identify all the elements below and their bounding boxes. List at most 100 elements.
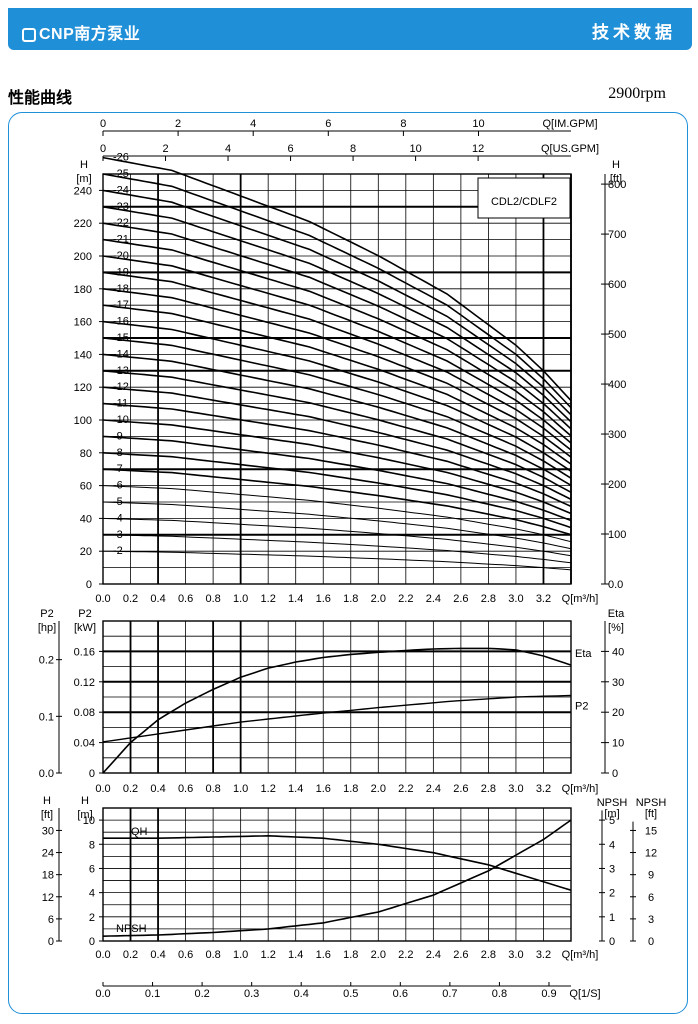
chart-frame [8,112,688,1014]
npsh-grid-border [102,807,572,942]
ls-tick-label: 0.5 [343,988,358,1000]
npsh-x-tick-label: 3.0 [508,949,523,961]
eta-tick-label: 30 [612,677,624,689]
series-p2-label: P2 [575,700,588,712]
h-ft-tick-label: 18 [42,870,54,882]
stage-label: -17 [113,299,129,311]
ls-tick-label: 0.6 [393,988,408,1000]
qh-curve-stage [102,337,572,479]
power-x-tick-label: 0.8 [205,783,220,795]
h-m-tick-label: 4 [89,888,95,900]
power-x-tick-label: 2.8 [481,783,496,795]
power-x-tick-label: 3.2 [536,783,551,795]
stage-label: -10 [113,414,129,426]
power-x-tick-label: 1.8 [343,783,358,795]
y-tick-label: 60 [80,481,92,493]
y-axis-unit-m: [m] [76,173,91,185]
qh-curve-stage [102,255,572,444]
y2-axis-label-h: H [612,159,620,171]
x-tick-label: 2.4 [426,593,441,605]
npsh-x-tick-label: 3.2 [536,949,551,961]
y-tick-label: 140 [74,349,92,361]
im-gpm-tick-label: 6 [325,118,331,130]
us-gpm-tick-label: 0 [100,143,106,155]
im-gpm-tick-label: 8 [400,118,406,130]
qh-curve-stage [102,452,572,529]
y-tick-label: 180 [74,284,92,296]
qh-curve-stage [102,386,572,501]
npsh-ft-tick-label: 3 [648,914,654,926]
qh-curve-stage [102,271,572,451]
npsh-x-tick-label: 0.8 [205,949,220,961]
power-x-tick-label: 2.4 [426,783,441,795]
stage-label: -16 [113,316,129,328]
p2-kw-label: P2 [78,608,91,620]
h-m-tick-label: 0 [89,936,95,948]
ls-tick-label: 0.4 [294,988,309,1000]
power-x-tick-label: 2.0 [371,783,386,795]
npsh-m-unit: [m] [604,808,619,820]
h-ft-tick-label: 6 [48,914,54,926]
chart-title-box [477,177,571,219]
qh-curve-stage [102,402,572,508]
header-banner [8,8,692,50]
y-tick-label: 20 [80,546,92,558]
npsh-x-tick-label: 0.4 [150,949,165,961]
npsh-m-tick-label: 1 [609,912,615,924]
h-m-tick-label: 2 [89,912,95,924]
im-gpm-tick-label: 0 [100,118,106,130]
npsh-m-tick-label: 2 [609,888,615,900]
npsh-ft-unit: [ft] [645,808,657,820]
stage-label: -12 [113,381,129,393]
npsh-x-tick-label: 0.2 [123,949,138,961]
npsh-ft-tick-label: 15 [645,825,657,837]
p2-hp-tick-label: 0.1 [39,711,54,723]
qh-curve-stage [102,320,572,472]
y2-tick-label: 700 [608,229,626,241]
power-x-tick-label: 2.2 [398,783,413,795]
eta-tick-label: 10 [612,738,624,750]
y2-tick-label: 0.0 [608,579,623,591]
speed-label: 2900rpm [608,85,666,102]
qh-curve-stage [102,353,572,486]
ls-tick-label: 0.2 [194,988,209,1000]
us-gpm-axis-label: Q[US.GPM] [541,143,599,155]
series-qh-line [103,834,572,891]
npsh-x-tick-label: 1.2 [261,949,276,961]
x-tick-label: 3.2 [536,593,551,605]
eta-unit: [%] [608,622,624,634]
p2-hp-unit: [hp] [38,622,56,634]
stage-label: -2 [113,545,123,557]
us-gpm-tick-label: 4 [225,143,231,155]
h-ft-unit: [ft] [41,809,53,821]
us-gpm-tick-label: 2 [162,143,168,155]
x-tick-label: 1.8 [343,593,358,605]
p2-kw-unit: [kW] [74,622,96,634]
p2-kw-tick-label: 0.08 [74,707,95,719]
im-gpm-tick-label: 2 [175,118,181,130]
h-m-tick-label: 6 [89,863,95,875]
stage-label: -26 [113,152,129,164]
stage-label: -20 [113,250,129,262]
x-tick-label: 1.4 [288,593,303,605]
qh-curve-stage [102,222,572,430]
x-tick-label: 0.8 [205,593,220,605]
stage-label: -21 [113,234,129,246]
qh-curve-stage [102,485,572,543]
qh-curve-stage [102,156,572,402]
y-tick-label: 160 [74,317,92,329]
us-gpm-tick-label: 8 [350,143,356,155]
stage-label: -4 [113,512,123,524]
eta-tick-label: 0 [612,768,618,780]
stage-label: -8 [113,447,123,459]
stage-label: -9 [113,430,123,442]
npsh-m-tick-label: 4 [609,839,615,851]
stage-label: -11 [113,398,128,410]
y2-axis-unit-ft: [ft] [610,173,622,185]
p2-kw-tick-label: 0.12 [74,677,95,689]
stage-label: -24 [113,184,129,196]
section-title: 技术数据 [592,23,676,42]
npsh-x-tick-label: 1.6 [316,949,331,961]
x-tick-label: 2.2 [398,593,413,605]
y2-tick-label: 300 [608,429,626,441]
